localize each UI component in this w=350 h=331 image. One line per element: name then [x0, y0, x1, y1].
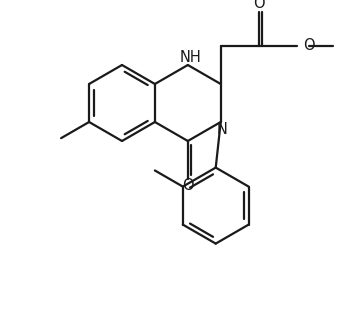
Text: N: N	[216, 121, 227, 136]
Text: O: O	[253, 0, 265, 11]
Text: O: O	[182, 177, 194, 193]
Text: O: O	[303, 38, 314, 54]
Text: NH: NH	[180, 51, 202, 66]
